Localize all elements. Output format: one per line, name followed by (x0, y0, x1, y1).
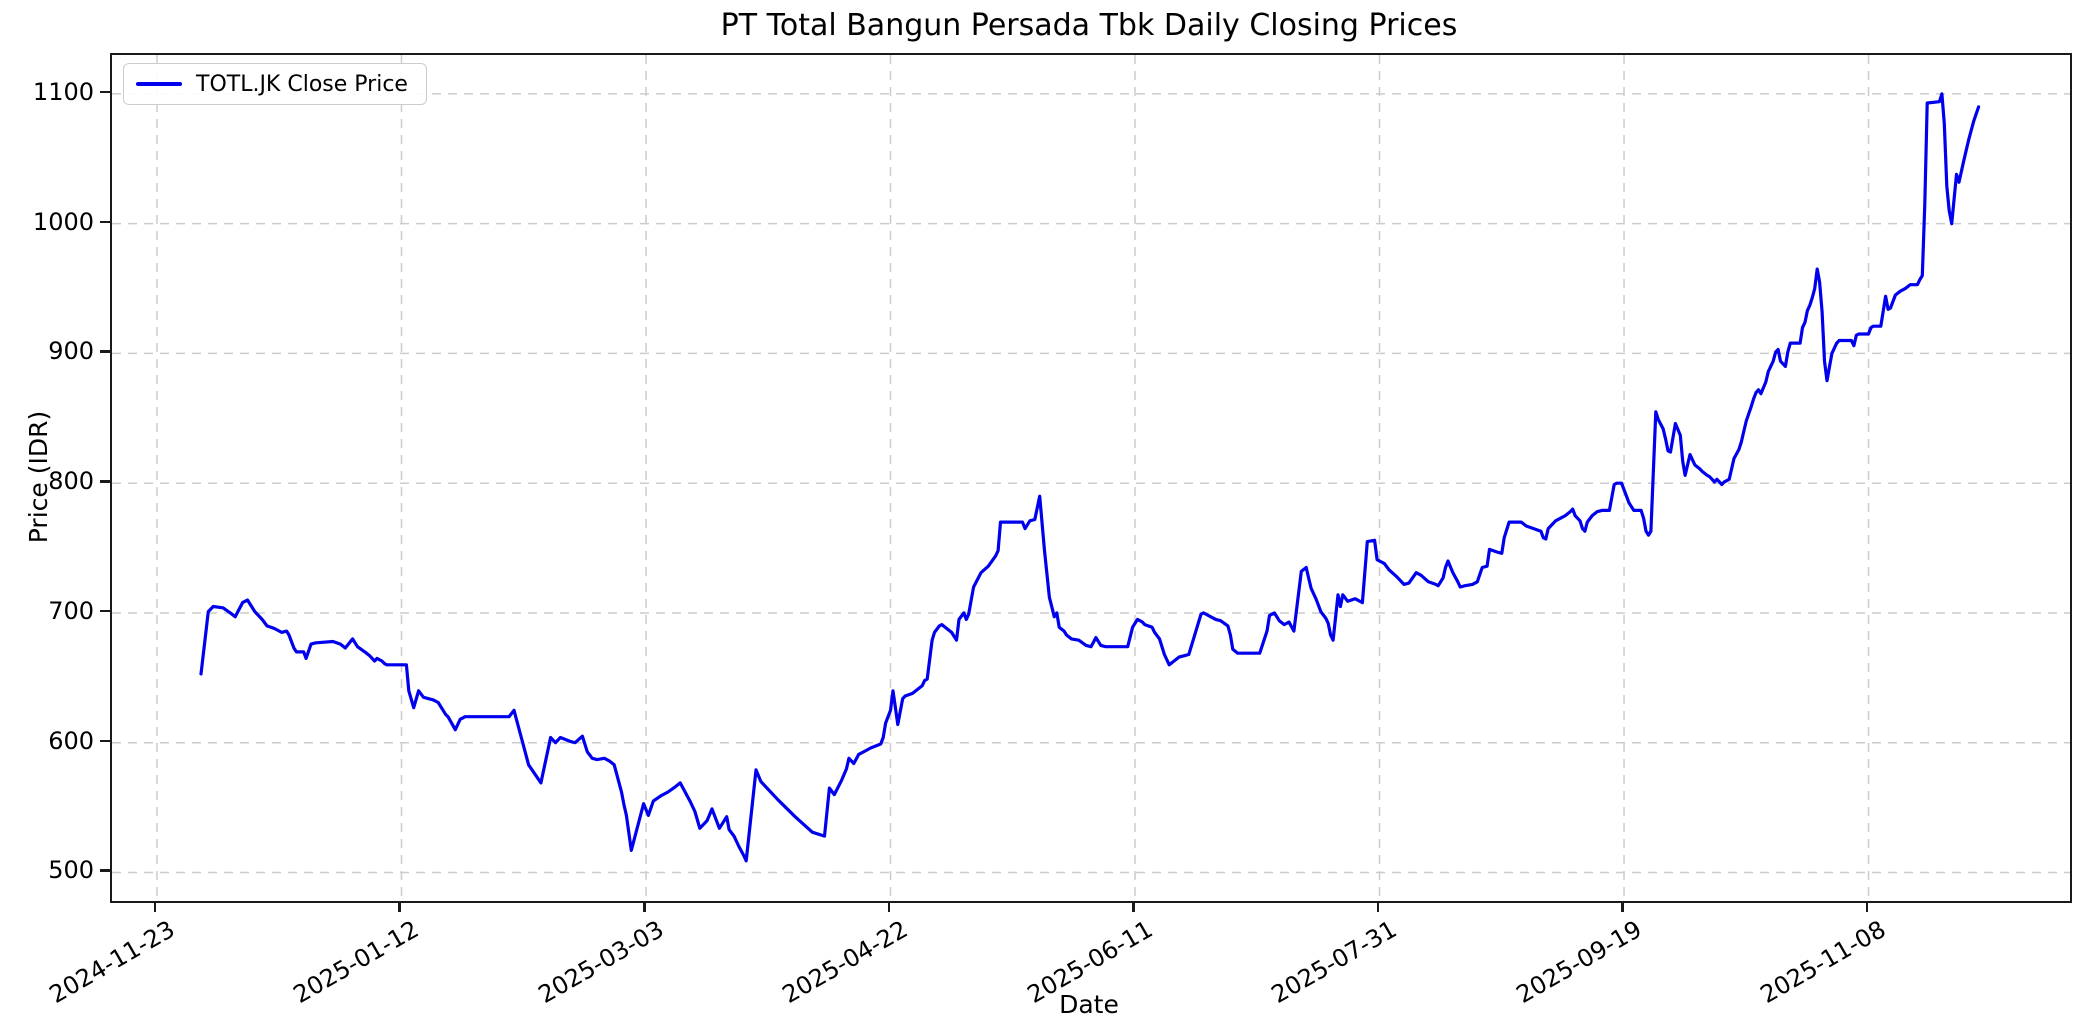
y-tickmark (100, 739, 110, 743)
chart-title: PT Total Bangun Persada Tbk Daily Closin… (720, 8, 1458, 43)
x-tickmark (1865, 902, 1869, 912)
y-tick-label: 900 (48, 337, 94, 366)
y-tick-label: 800 (48, 467, 94, 496)
x-tickmark (887, 902, 890, 912)
y-tick-label: 700 (48, 596, 94, 625)
x-axis-label: Date (1059, 990, 1119, 1019)
y-tickmark (100, 90, 110, 94)
x-tickmark (1376, 902, 1380, 912)
price-line-chart (112, 55, 2070, 901)
y-tickmark (100, 609, 110, 613)
y-tickmark (100, 220, 110, 224)
y-tick-label: 500 (48, 856, 94, 885)
x-tickmark (398, 902, 401, 912)
close-price-line (199, 92, 1981, 863)
y-tick-label: 1000 (32, 207, 94, 236)
y-tick-label: 600 (48, 726, 94, 755)
plot-area: TOTL.JK Close Price (110, 53, 2072, 903)
x-tickmark (1621, 902, 1624, 912)
x-tickmark (643, 902, 646, 912)
legend-label: TOTL.JK Close Price (196, 71, 408, 97)
legend-line-swatch (136, 82, 182, 86)
y-tickmark (100, 350, 110, 353)
legend: TOTL.JK Close Price (123, 63, 427, 105)
x-tickmark (153, 902, 157, 912)
y-tick-label: 1100 (32, 77, 94, 106)
y-tickmark (100, 869, 110, 872)
y-tickmark (100, 480, 110, 483)
x-tickmark (1132, 902, 1135, 912)
